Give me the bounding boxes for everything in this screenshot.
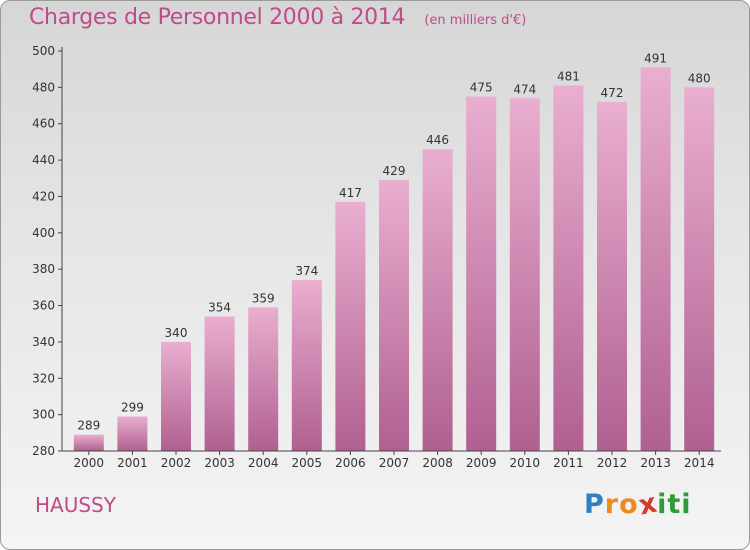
x-tick-label: 2013 — [640, 456, 671, 470]
chart-subtitle: (en milliers d'€) — [424, 13, 527, 28]
x-tick-label: 2006 — [335, 456, 366, 470]
logo-letter: P — [584, 489, 605, 520]
y-tick-label: 500 — [32, 44, 55, 58]
x-tick-label: 2002 — [161, 456, 192, 470]
x-tick-label: 2011 — [553, 456, 584, 470]
y-tick-label: 380 — [32, 262, 55, 276]
x-tick-label: 2014 — [684, 456, 715, 470]
x-tick-label: 2010 — [510, 456, 541, 470]
y-tick-label: 480 — [32, 80, 55, 94]
bar-2004 — [248, 307, 279, 451]
chart-title: Charges de Personnel 2000 à 2014 — [29, 5, 406, 30]
bar-value-label: 474 — [513, 82, 536, 96]
bar-2005 — [291, 280, 322, 451]
y-tick-label: 400 — [32, 226, 55, 240]
bar-2001 — [117, 416, 148, 451]
bar-2003 — [204, 316, 235, 451]
y-tick-label: 280 — [32, 444, 55, 458]
logo-letter: o — [619, 489, 639, 520]
chart-header: Charges de Personnel 2000 à 2014 (en mil… — [29, 5, 526, 30]
x-tick-label: 2001 — [117, 456, 148, 470]
bar-value-label: 429 — [383, 164, 406, 178]
bar-2013 — [640, 67, 671, 451]
x-tick-label: 2004 — [248, 456, 279, 470]
logo-letter: t — [667, 489, 682, 520]
proxiti-logo: Proxiti — [584, 487, 692, 521]
bar-2014 — [684, 87, 715, 451]
bar-value-label: 481 — [557, 70, 580, 84]
bars: 289 299 340 354 359 374 417 429 446 475 474 481 472 4… — [73, 51, 715, 452]
x-tick-label: 2005 — [292, 456, 323, 470]
bar-value-label: 472 — [601, 86, 624, 100]
bar-2010 — [509, 98, 540, 451]
y-tick-label: 420 — [32, 189, 55, 203]
logo-letter: i — [681, 489, 692, 520]
y-tick-label: 460 — [32, 117, 55, 131]
bar-value-label: 354 — [208, 300, 231, 314]
commune-name: HAUSSY — [35, 493, 116, 517]
bar-2007 — [379, 180, 409, 451]
bar-value-label: 299 — [121, 400, 144, 414]
logo-letter: r — [604, 489, 620, 520]
bar-2009 — [466, 96, 497, 452]
x-tick-label: 2008 — [422, 456, 453, 470]
y-tick-label: 300 — [32, 408, 55, 422]
bar-2011 — [553, 85, 584, 451]
bar-2006 — [335, 201, 366, 451]
y-tick-label: 320 — [32, 371, 55, 385]
bar-value-label: 359 — [252, 291, 275, 305]
bar-2002 — [161, 341, 191, 451]
x-tick-label: 2000 — [74, 456, 105, 470]
bar-2000 — [73, 434, 104, 451]
y-tick-label: 340 — [32, 335, 55, 349]
x-axis: 2000 2001 2002 2003 2004 2005 2006 2007 2008 2009… — [62, 450, 721, 470]
y-tick-label: 440 — [32, 153, 55, 167]
bar-2008 — [422, 149, 453, 451]
bar-value-label: 289 — [77, 419, 100, 433]
bar-2012 — [597, 101, 627, 451]
x-tick-label: 2009 — [466, 456, 497, 470]
bar-value-label: 446 — [426, 133, 449, 147]
y-tick-label: 360 — [32, 299, 55, 313]
x-tick-label: 2012 — [597, 456, 628, 470]
bar-value-label: 417 — [339, 186, 362, 200]
bar-value-label: 340 — [165, 326, 188, 340]
logo-letter: i — [657, 489, 668, 520]
x-tick-label: 2007 — [379, 456, 410, 470]
y-axis: 280 300 320 340 360 380 400 420 440 460 480 500 — [32, 44, 63, 458]
x-tick-label: 2003 — [204, 456, 235, 470]
bar-value-label: 374 — [295, 264, 318, 278]
bar-value-label: 475 — [470, 80, 493, 94]
bar-value-label: 491 — [644, 51, 667, 65]
bar-value-label: 480 — [688, 71, 711, 85]
